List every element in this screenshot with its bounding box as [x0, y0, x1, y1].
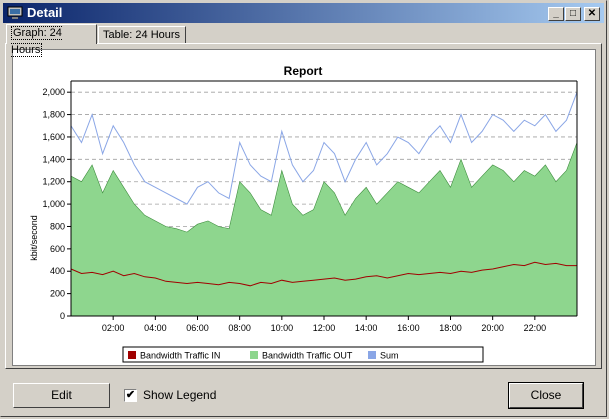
tab-label: Graph: 24 Hours: [11, 26, 62, 57]
bandwidth-chart: Report kbit/second 0 200 400 600 800 1,000 1,2…: [29, 64, 578, 363]
x-tick-label: 02:00: [102, 323, 125, 333]
legend-label: Sum: [380, 351, 399, 361]
x-tick-label: 14:00: [355, 323, 378, 333]
tab-panel: [5, 43, 602, 369]
series-sum-line: [70, 92, 578, 205]
legend-swatch: [368, 351, 376, 359]
legend-label: Bandwidth Traffic OUT: [262, 351, 353, 361]
show-legend-checkbox[interactable]: ✔: [124, 389, 137, 402]
maximize-button[interactable]: □: [565, 7, 581, 21]
x-tick-label: 20:00: [481, 323, 504, 333]
y-tick-label: 2,000: [42, 87, 65, 97]
x-tick-label: 22:00: [524, 323, 547, 333]
y-tick-label: 1,400: [42, 154, 65, 164]
x-tick-label: 04:00: [144, 323, 167, 333]
title-bar[interactable]: Detail _ □ ✕: [3, 3, 604, 23]
legend-swatch: [250, 351, 258, 359]
series-bandwidth-in-line: [70, 261, 577, 287]
x-tick-label: 06:00: [186, 323, 209, 333]
window-title: Detail: [27, 5, 63, 20]
y-tick-label: 600: [50, 244, 65, 254]
show-legend-label: Show Legend: [143, 388, 217, 402]
tab-label: Table: 24 Hours: [103, 29, 181, 41]
tab-graph-24-hours[interactable]: Graph: 24 Hours: [6, 24, 97, 57]
y-tick-label: 400: [50, 266, 65, 276]
edit-button[interactable]: Edit: [13, 383, 110, 408]
y-tick-label: 1,000: [42, 199, 65, 209]
y-tick-label: 800: [50, 221, 65, 231]
chart-title: Report: [284, 64, 323, 78]
legend-swatch: [128, 351, 136, 359]
y-axis-label: kbit/second: [29, 215, 39, 261]
x-tick-label: 08:00: [228, 323, 251, 333]
y-tick-label: 1,800: [42, 110, 65, 120]
tab-table-24-hours[interactable]: Table: 24 Hours: [98, 26, 186, 44]
close-button[interactable]: Close: [508, 382, 584, 409]
chart-frame: Report kbit/second 0 200 400 600 800 1,000 1,2…: [12, 49, 596, 366]
y-tick-label: 0: [60, 311, 65, 321]
monitor-icon: [7, 6, 23, 19]
minimize-button[interactable]: _: [548, 7, 564, 21]
close-window-button[interactable]: ✕: [584, 7, 600, 21]
y-tick-label: 1,600: [42, 132, 65, 142]
y-tick-label: 200: [50, 289, 65, 299]
x-tick-label: 16:00: [397, 323, 420, 333]
x-tick-label: 12:00: [313, 323, 336, 333]
chart-legend: [122, 346, 484, 363]
x-tick-label: 10:00: [271, 323, 294, 333]
y-tick-label: 1,200: [42, 177, 65, 187]
legend-label: Bandwidth Traffic IN: [140, 351, 220, 361]
x-tick-label: 18:00: [439, 323, 462, 333]
series-bandwidth-out-area: [70, 142, 578, 317]
